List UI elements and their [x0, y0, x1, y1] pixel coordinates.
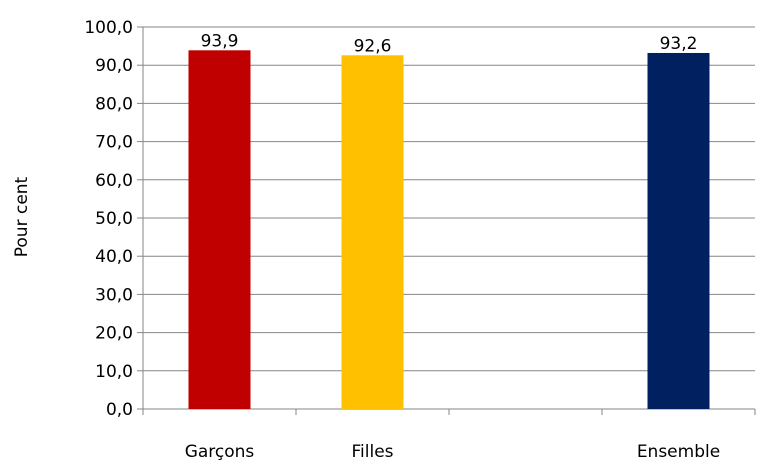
x-axis: Garçons Filles Ensemble [185, 442, 720, 462]
x-tick-label: Filles [351, 442, 393, 462]
data-labels: 93,9 92,6 93,2 [201, 31, 698, 56]
y-tick-label: 10,0 [95, 362, 133, 382]
y-axis-title: Pour cent [12, 176, 32, 257]
bar [647, 52, 710, 409]
data-label: 93,2 [660, 34, 698, 54]
y-tick-label: 100,0 [84, 18, 133, 38]
y-tick-label: 50,0 [95, 209, 133, 229]
y-tick-label: 40,0 [95, 247, 133, 267]
y-tick-label: 20,0 [95, 324, 133, 344]
y-tick-label: 90,0 [95, 56, 133, 76]
x-tick-label: Garçons [185, 442, 255, 462]
y-tick-label: 30,0 [95, 285, 133, 305]
bar [341, 55, 404, 409]
y-tick-label: 80,0 [95, 94, 133, 114]
y-tick-label: 70,0 [95, 133, 133, 153]
y-tick-label: 60,0 [95, 171, 133, 191]
y-tick-label: 0,0 [106, 400, 133, 420]
bars [188, 50, 710, 409]
data-label: 93,9 [201, 31, 239, 51]
bar [188, 50, 251, 409]
data-label: 92,6 [354, 36, 392, 56]
x-tick-label: Ensemble [637, 442, 720, 462]
